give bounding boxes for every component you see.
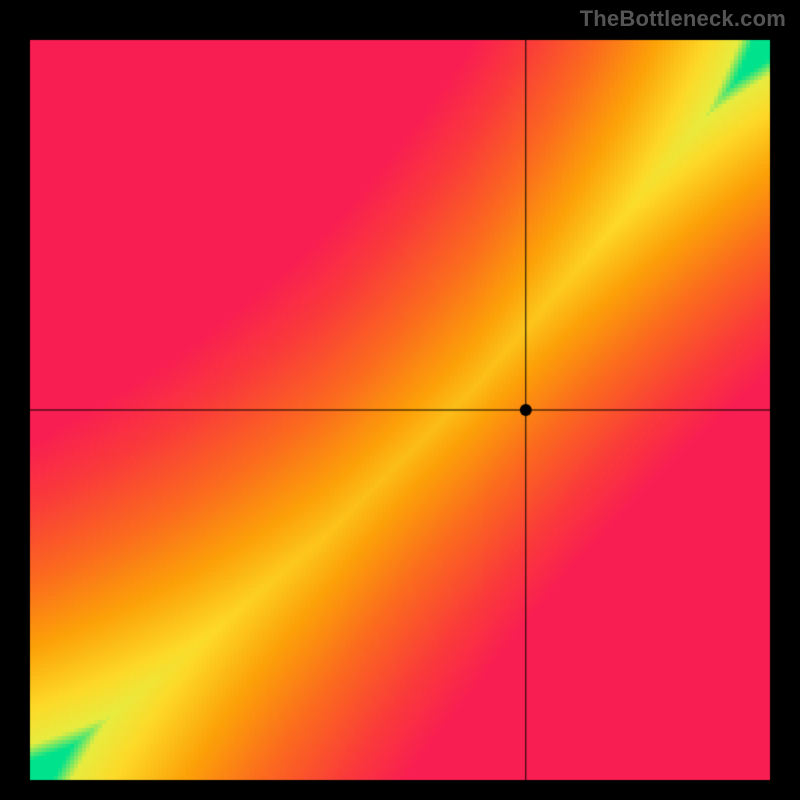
heatmap-canvas bbox=[0, 0, 800, 800]
watermark-text: TheBottleneck.com bbox=[580, 6, 786, 32]
chart-container: TheBottleneck.com bbox=[0, 0, 800, 800]
